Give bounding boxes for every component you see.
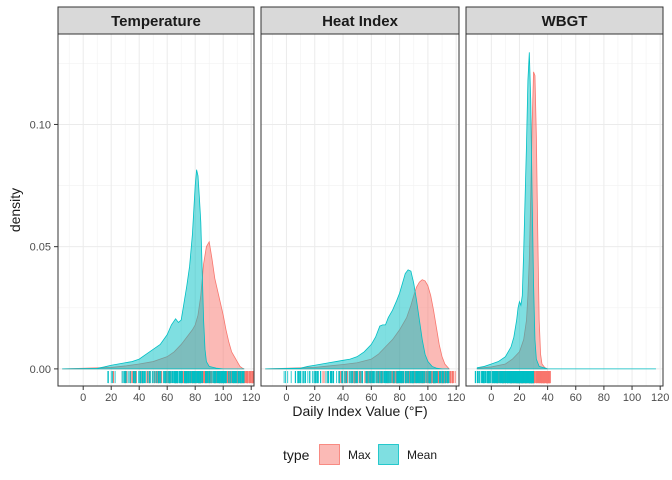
panel-border: [57, 33, 255, 387]
panel-border: [260, 33, 460, 387]
facet-strip: [260, 6, 460, 35]
density-mean: [476, 52, 656, 370]
facet-strip-label: Temperature: [111, 13, 201, 30]
x-tick-label: 40: [337, 392, 349, 404]
panel-background: [466, 34, 663, 386]
facet-panel-temperature: Temperature 0 20 40 60 80 100 120 0.00 0.05 0.10: [30, 6, 260, 404]
facet-strip-label: WBGT: [542, 13, 588, 30]
legend-label-mean: Mean: [407, 448, 437, 462]
y-tick-label: 0.05: [30, 242, 51, 254]
x-tick-label: 20: [513, 392, 525, 404]
x-tick-label: 100: [214, 392, 232, 404]
x-tick-label: 120: [242, 392, 260, 404]
x-tick-label: 60: [161, 392, 173, 404]
facet-strip-label: Heat Index: [322, 13, 399, 30]
x-tick-label: 40: [541, 392, 553, 404]
panel-border: [465, 33, 664, 387]
x-tick-label: 80: [189, 392, 201, 404]
legend-label-max: Max: [348, 448, 371, 462]
x-tick-label: 60: [365, 392, 377, 404]
rug-mean: [474, 371, 534, 384]
x-axis-title: Daily Index Value (°F): [292, 403, 427, 419]
x-tick-label: 0: [488, 392, 494, 404]
x-tick-label: 20: [105, 392, 117, 404]
x-tick-label: 120: [651, 392, 669, 404]
legend-title: type: [283, 447, 310, 463]
facet-strip: [57, 6, 255, 35]
x-tick-label: 80: [393, 392, 405, 404]
y-tick-label: 0.10: [30, 119, 51, 131]
facet-panel-wbgt: WBGT 0 20 40 60 80 100 120: [465, 6, 669, 404]
legend: type Max Mean: [283, 443, 437, 466]
density-mean: [62, 169, 245, 370]
x-tick-label: 120: [447, 392, 465, 404]
legend-swatch-max: [319, 444, 340, 465]
legend-swatch-mean: [378, 444, 399, 465]
x-tick-label: 80: [598, 392, 610, 404]
x-tick-label: 100: [623, 392, 641, 404]
x-tick-label: 0: [283, 392, 289, 404]
x-tick-label: 60: [570, 392, 582, 404]
y-tick-label: 0.00: [30, 364, 51, 376]
x-tick-label: 20: [309, 392, 321, 404]
x-tick-label: 40: [133, 392, 145, 404]
y-axis-title: density: [7, 188, 23, 232]
x-tick-label: 100: [419, 392, 437, 404]
density-mean: [265, 269, 450, 370]
x-tick-label: 0: [80, 392, 86, 404]
rug-mean: [283, 371, 450, 384]
facet-panels: Temperature 0 20 40 60 80 100 120 0.00 0.05 0.10 He…: [30, 6, 669, 404]
facet-panel-heat-index: Heat Index 0 20 40 60 80 100 120: [260, 6, 465, 404]
rug-mean: [107, 371, 245, 384]
